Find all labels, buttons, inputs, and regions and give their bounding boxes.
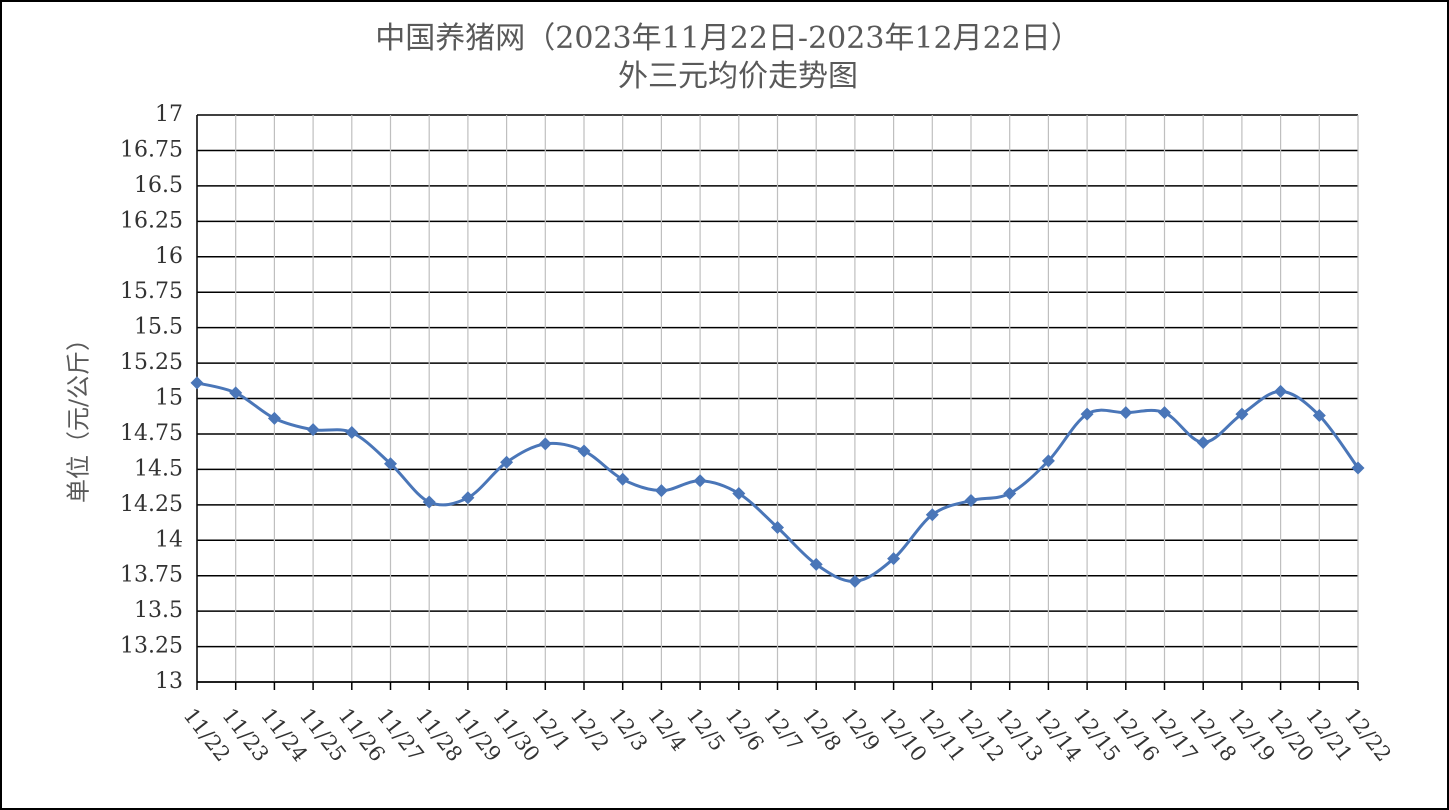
- y-axis-label: 单位（元/公斤）: [65, 327, 93, 503]
- y-tick-label: 14.75: [120, 421, 183, 446]
- marker: [1274, 384, 1288, 398]
- marker: [384, 457, 397, 471]
- marker: [1119, 406, 1133, 420]
- marker: [577, 444, 591, 458]
- marker: [1158, 406, 1171, 420]
- marker: [1080, 407, 1094, 421]
- marker: [848, 574, 862, 588]
- y-tick-label: 13: [155, 669, 183, 694]
- y-tick-label: 16.75: [120, 137, 183, 162]
- marker: [1196, 435, 1210, 449]
- marker: [732, 486, 746, 500]
- marker: [1003, 486, 1017, 500]
- marker: [771, 520, 784, 534]
- y-tick-label: 15.75: [120, 279, 183, 304]
- marker: [345, 426, 359, 440]
- marker: [654, 484, 668, 498]
- y-tick-label: 13.5: [134, 598, 183, 623]
- marker: [190, 376, 204, 390]
- marker: [693, 474, 707, 488]
- marker: [229, 386, 243, 400]
- marker: [1041, 454, 1055, 468]
- y-tick-label: 16: [155, 244, 183, 269]
- marker: [500, 455, 514, 469]
- marker: [267, 411, 281, 425]
- chart-title: 中国养猪网（2023年11月22日-2023年12月22日）: [375, 21, 1081, 56]
- marker: [887, 552, 901, 566]
- y-tick-label: 14.25: [120, 492, 183, 517]
- marker: [461, 491, 475, 505]
- y-tick-label: 16.25: [120, 208, 183, 233]
- chart-subtitle: 外三元均价走势图: [618, 59, 858, 94]
- marker: [1351, 461, 1365, 475]
- y-tick-label: 15.5: [134, 315, 183, 340]
- marker: [538, 437, 552, 451]
- y-tick-label: 13.75: [120, 563, 183, 588]
- marker: [306, 423, 320, 437]
- y-tick-label: 16.5: [134, 173, 183, 198]
- y-tick-label: 14: [155, 527, 183, 552]
- y-tick-label: 17: [155, 102, 183, 127]
- marker: [964, 494, 978, 508]
- marker: [809, 557, 823, 571]
- y-tick-label: 15: [155, 386, 183, 411]
- marker: [925, 508, 939, 522]
- marker: [1312, 409, 1326, 423]
- y-tick-label: 13.25: [120, 634, 183, 659]
- marker: [422, 495, 436, 509]
- y-tick-label: 14.5: [134, 456, 183, 481]
- marker: [1235, 407, 1249, 421]
- marker: [616, 472, 630, 486]
- y-tick-label: 15.25: [120, 350, 183, 375]
